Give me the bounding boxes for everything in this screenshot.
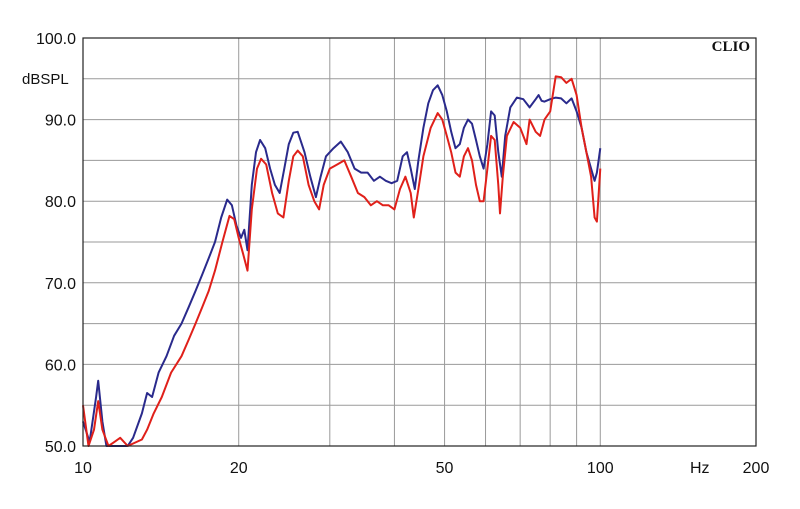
- x-tick-label: 200: [743, 460, 770, 477]
- y-tick-label: 100.0: [36, 31, 76, 48]
- x-tick-label: 10: [74, 460, 92, 477]
- y-tick-label: 60.0: [45, 357, 76, 374]
- y-tick-label: 50.0: [45, 439, 76, 456]
- series-line-2: [82, 75, 602, 447]
- y-tick-label: 80.0: [45, 194, 76, 211]
- x-tick-label: 50: [436, 460, 454, 477]
- plot-frame: [82, 37, 757, 447]
- y-tick-label: 70.0: [45, 276, 76, 293]
- x-axis-unit-label: Hz: [690, 460, 710, 477]
- clio-brand-label: CLIO: [712, 39, 750, 55]
- grid-layer: [83, 38, 756, 446]
- x-tick-label: 100: [587, 460, 614, 477]
- x-tick-label: 20: [230, 460, 248, 477]
- y-axis-label: dBSPL: [22, 71, 69, 88]
- series-layer: [82, 75, 602, 447]
- tick-labels: 10 20 50 100 200 100.0 90.0 80.0 70.0 60.0 50.0: [36, 31, 769, 477]
- y-tick-label: 90.0: [45, 113, 76, 130]
- series-line-1: [82, 84, 602, 447]
